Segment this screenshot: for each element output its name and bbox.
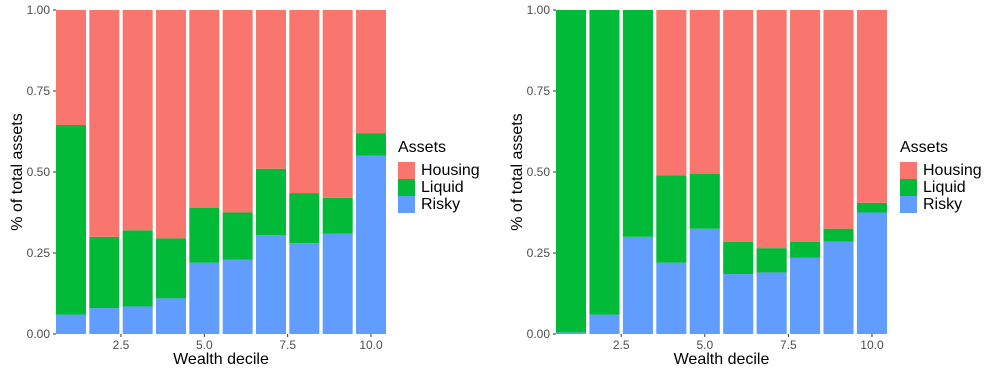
bar-liquid-5 <box>189 207 220 263</box>
bar-housing-6 <box>222 10 253 213</box>
bar-housing-5 <box>189 10 220 208</box>
bar-liquid-9 <box>823 228 854 242</box>
legend-label-risky: Risky <box>923 196 962 213</box>
bar-risky-9 <box>823 241 854 334</box>
bar-liquid-8 <box>790 241 821 258</box>
bar-housing-9 <box>823 10 854 229</box>
legend-key-housing <box>900 162 917 179</box>
x-tick-label: 2.5 <box>113 338 130 352</box>
bar-risky-1 <box>56 314 86 334</box>
bar-risky-8 <box>790 257 821 334</box>
bar-risky-5 <box>189 262 220 334</box>
bar-liquid-8 <box>289 193 320 244</box>
chart-panel-1: 0.00 0.25 0.50 0.75 1.00 2.5 5.0 7.5 10.0 Wealth … <box>9 3 480 368</box>
x-tick-label: 10.0 <box>860 338 884 352</box>
bar-risky-10 <box>356 155 386 334</box>
bar-liquid-6 <box>222 212 253 260</box>
bar-risky-2 <box>589 314 620 334</box>
bar-liquid-4 <box>156 238 186 299</box>
bar-liquid-10 <box>856 202 887 213</box>
bar-housing-2 <box>89 10 120 237</box>
x-tick-label: 7.5 <box>780 338 797 352</box>
legend-key-risky <box>398 196 415 213</box>
bar-risky-2 <box>89 308 120 334</box>
bar-risky-7 <box>256 235 286 334</box>
bar-liquid-4 <box>656 175 687 263</box>
x-axis-title: Wealth decile <box>173 351 269 368</box>
bar-liquid-7 <box>256 168 286 236</box>
legend-title: Assets <box>398 139 446 156</box>
bar-housing-10 <box>856 10 887 203</box>
bar-housing-4 <box>156 10 186 239</box>
bar-risky-1 <box>556 332 587 334</box>
bar-housing-5 <box>689 10 720 174</box>
bar-housing-7 <box>756 10 787 249</box>
y-tick-label: 0.25 <box>27 246 51 260</box>
legend-label-risky: Risky <box>421 196 460 213</box>
bar-risky-3 <box>122 306 153 334</box>
bar-housing-10 <box>356 10 386 134</box>
bar-housing-8 <box>289 10 320 194</box>
bar-risky-4 <box>156 298 186 334</box>
bar-risky-6 <box>723 274 754 334</box>
bar-housing-7 <box>256 10 286 169</box>
y-tick-label: 1.00 <box>27 3 51 17</box>
bar-liquid-1 <box>556 10 587 333</box>
bar-housing-1 <box>56 10 86 126</box>
bar-housing-3 <box>122 10 153 231</box>
bar-liquid-3 <box>622 10 653 237</box>
x-tick-label: 2.5 <box>613 338 630 352</box>
bar-risky-3 <box>622 236 653 334</box>
bar-liquid-2 <box>89 236 120 309</box>
bar-liquid-3 <box>122 230 153 307</box>
bar-risky-5 <box>689 228 720 334</box>
bar-liquid-7 <box>756 248 787 273</box>
bar-risky-4 <box>656 262 687 334</box>
y-axis-title: % of total assets <box>509 113 526 230</box>
legend-label-housing: Housing <box>923 162 982 179</box>
chart-panel-2: 0.00 0.25 0.50 0.75 1.00 2.5 5.0 7.5 10.0 Wealth … <box>509 3 982 368</box>
y-tick-label: 1.00 <box>527 3 551 17</box>
bar-liquid-1 <box>56 125 86 315</box>
legend-label-housing: Housing <box>421 162 480 179</box>
y-tick-label: 0.75 <box>527 84 551 98</box>
x-tick-label: 5.0 <box>696 338 713 352</box>
legend-key-risky <box>900 196 917 213</box>
bar-liquid-2 <box>589 10 620 315</box>
bar-liquid-5 <box>689 173 720 229</box>
legend-key-housing <box>398 162 415 179</box>
y-tick-label: 0.50 <box>27 165 51 179</box>
y-tick-label: 0.00 <box>527 327 551 341</box>
x-tick-label: 7.5 <box>279 338 296 352</box>
y-axis-title: % of total assets <box>9 113 26 230</box>
bar-risky-6 <box>222 259 253 334</box>
legend-key-liquid <box>900 179 917 196</box>
bar-housing-9 <box>322 10 353 198</box>
y-tick-label: 0.25 <box>527 246 551 260</box>
y-tick-label: 0.00 <box>27 327 51 341</box>
legend-key-liquid <box>398 179 415 196</box>
bar-housing-4 <box>656 10 687 176</box>
bar-risky-9 <box>322 233 353 334</box>
x-axis-title: Wealth decile <box>674 351 770 368</box>
x-tick-label: 5.0 <box>196 338 213 352</box>
bar-liquid-10 <box>356 133 386 156</box>
y-tick-label: 0.75 <box>27 84 51 98</box>
bar-housing-6 <box>723 10 754 242</box>
bar-housing-8 <box>790 10 821 242</box>
legend-title: Assets <box>900 139 948 156</box>
x-tick-label: 10.0 <box>359 338 383 352</box>
bar-risky-8 <box>289 243 320 334</box>
bar-liquid-9 <box>322 197 353 234</box>
legend-label-liquid: Liquid <box>421 179 464 196</box>
legend-label-liquid: Liquid <box>923 179 966 196</box>
bar-risky-7 <box>756 272 787 334</box>
bar-risky-10 <box>856 212 887 334</box>
y-tick-label: 0.50 <box>527 165 551 179</box>
bar-liquid-6 <box>723 241 754 275</box>
